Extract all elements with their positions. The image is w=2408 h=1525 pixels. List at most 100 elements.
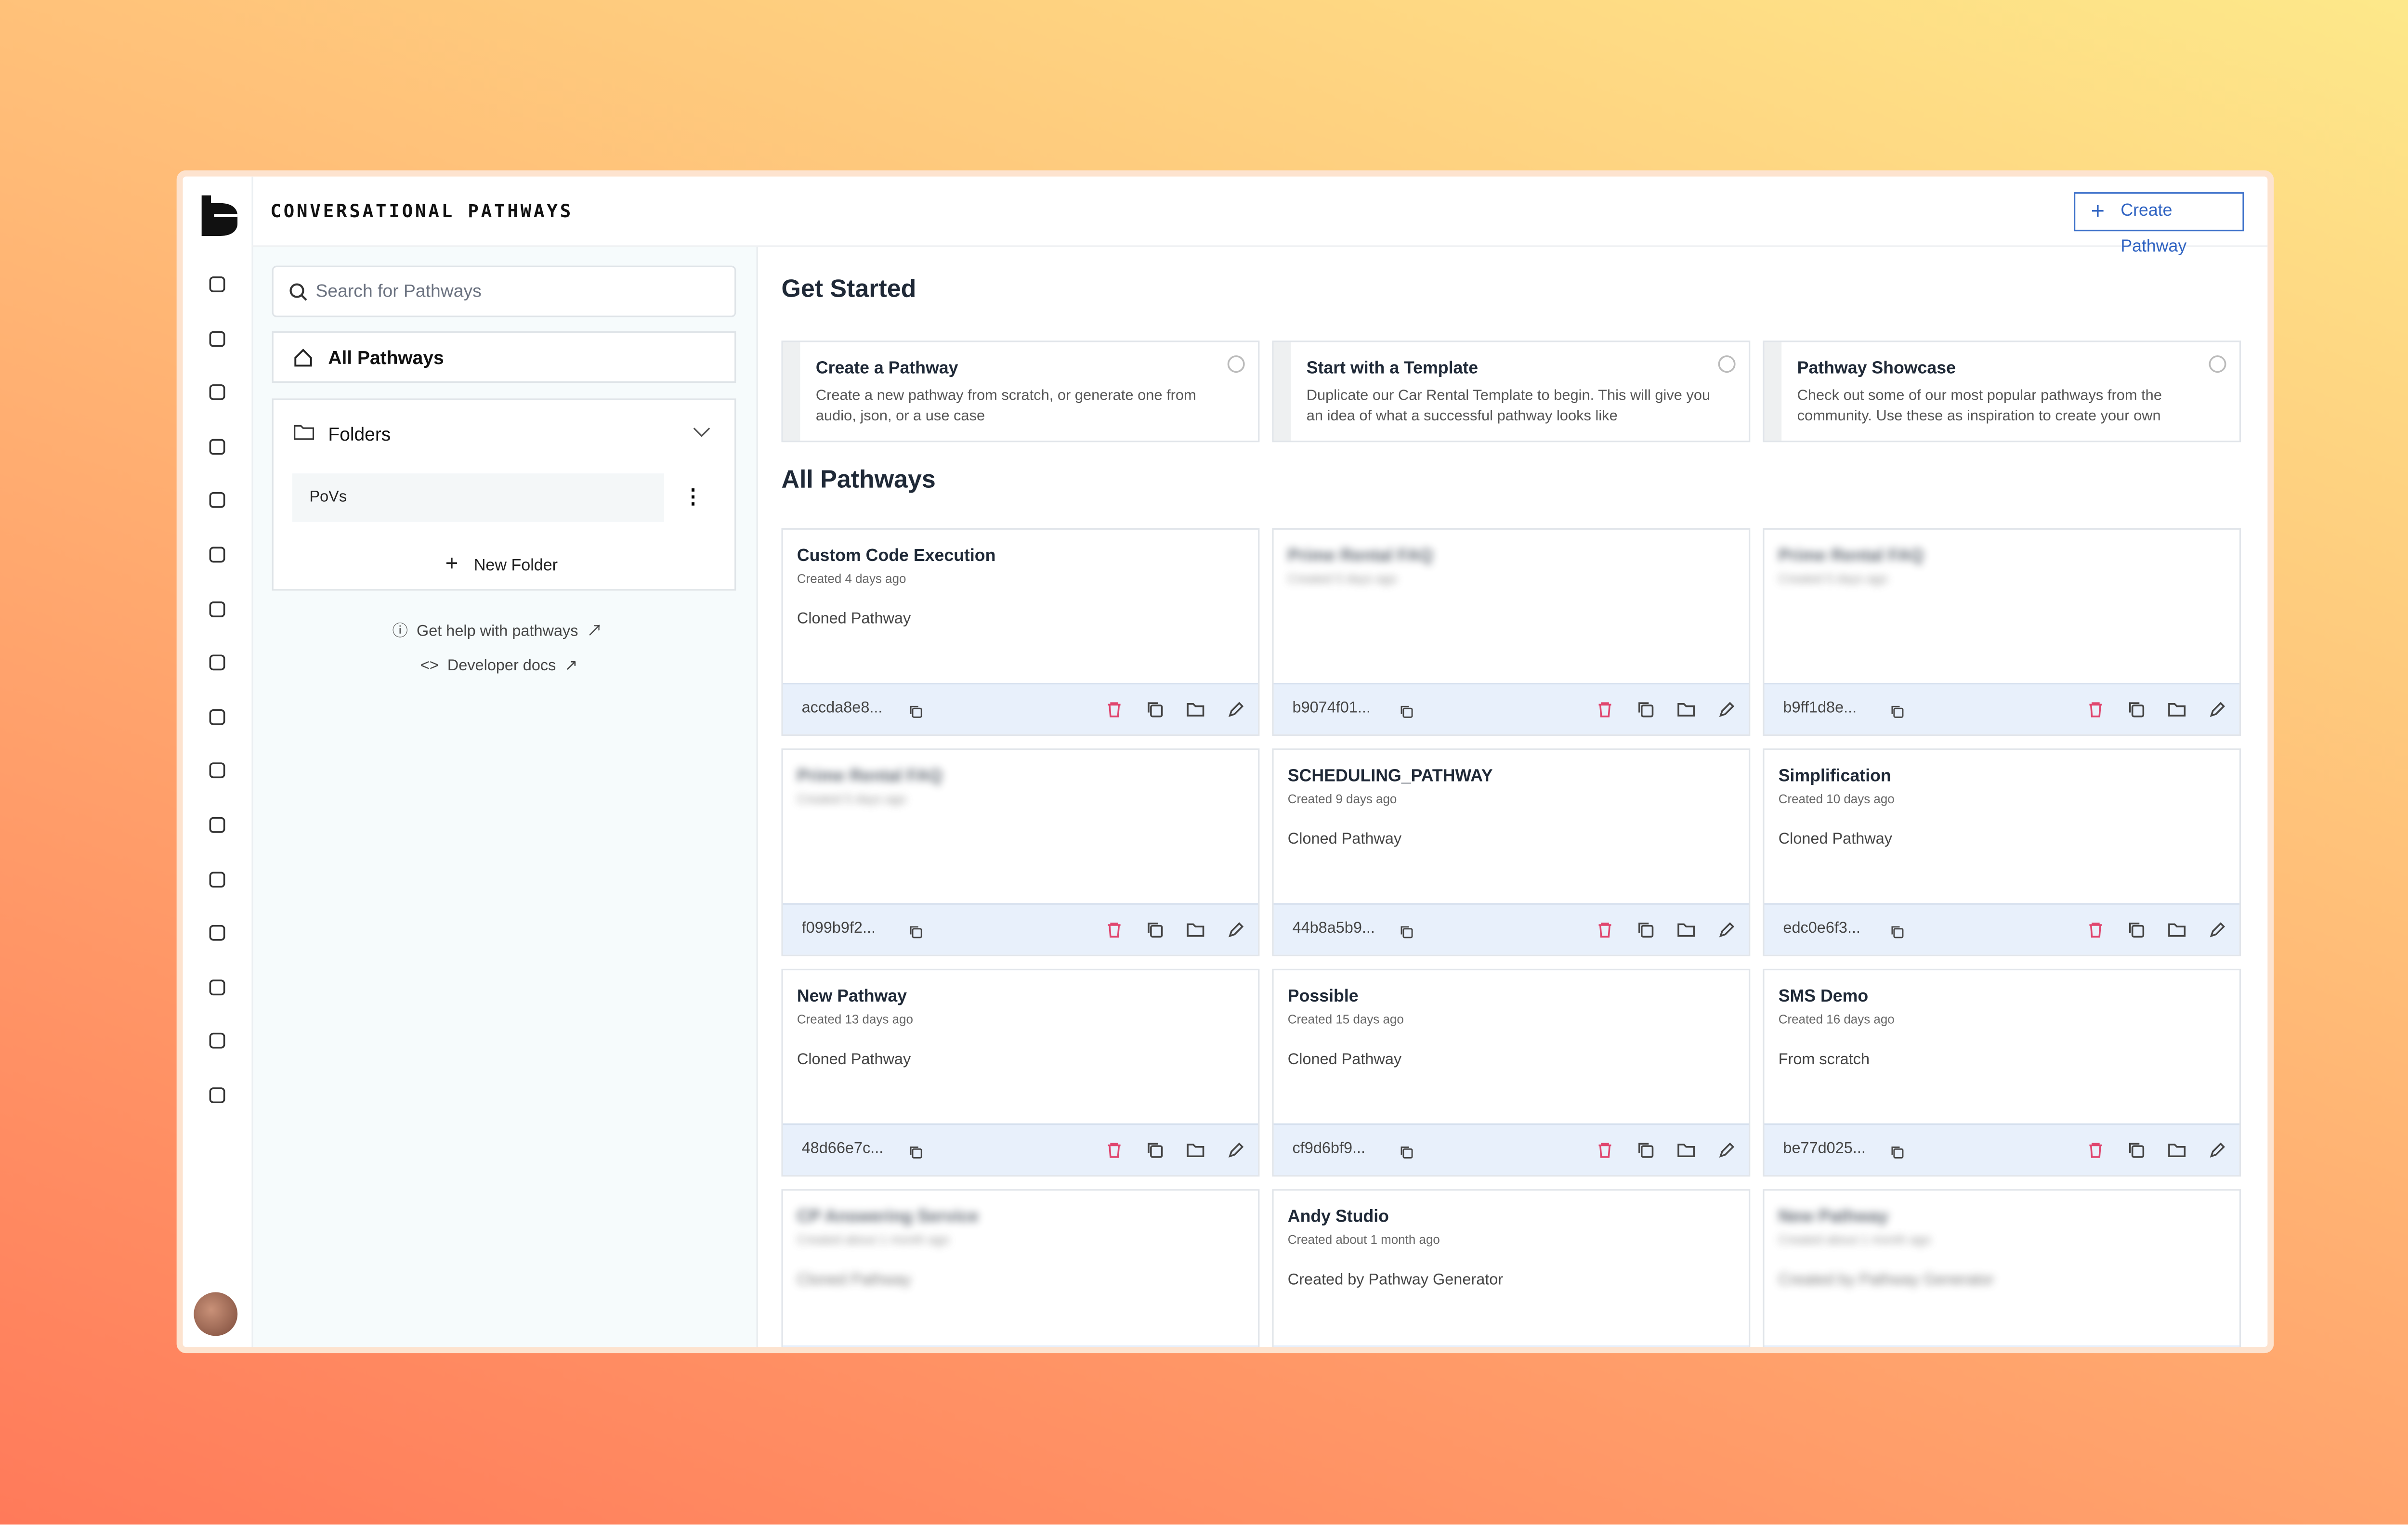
nav-icon[interactable] [208, 814, 227, 842]
nav-icon[interactable] [208, 760, 227, 788]
edit-button[interactable] [1227, 919, 1245, 947]
move-to-folder-button[interactable] [1186, 919, 1205, 947]
card-footer [783, 1345, 1258, 1347]
chevron[interactable] [692, 427, 711, 439]
copy-id-button[interactable] [1890, 1144, 1905, 1166]
duplicate-button[interactable] [1636, 698, 1655, 726]
copy-id-button-glyph [910, 705, 922, 718]
duplicate-button[interactable] [1146, 698, 1165, 726]
nav-icon[interactable] [208, 490, 227, 518]
pathway-id: b9074f01... [1292, 700, 1371, 717]
edit-button[interactable] [1717, 919, 1736, 947]
move-to-folder-button[interactable] [1677, 698, 1696, 726]
delete-button[interactable] [2086, 1139, 2105, 1167]
card-footer: 44b8a5b9... [1273, 903, 1749, 955]
duplicate-button[interactable] [1146, 1139, 1165, 1167]
delete-button[interactable] [1596, 1139, 1614, 1167]
pathway-card[interactable]: Andy Studio Created about 1 month ago Crea… [1272, 1189, 1751, 1347]
get-started-card[interactable]: Create a Pathway Create a new pathway fro… [781, 340, 1260, 443]
nav-icon[interactable] [208, 868, 227, 896]
copy-id-button[interactable] [1890, 703, 1905, 726]
all-pathways-nav[interactable]: All Pathways [272, 331, 736, 383]
duplicate-button[interactable] [2127, 919, 2146, 947]
pathway-name: Simplification [1778, 767, 1891, 786]
copy-id-button[interactable] [908, 1144, 923, 1166]
edit-button-glyph [2210, 1142, 2225, 1158]
folders-label: Folders [328, 423, 391, 445]
nav-icon[interactable] [208, 922, 227, 950]
new-folder-button[interactable]: + New Folder [445, 550, 558, 575]
pathway-card[interactable]: Prime Rental FAQ Created 5 days ago f099b9… [781, 748, 1260, 956]
pathway-card[interactable]: SCHEDULING_PATHWAY Created 9 days ago Clon… [1272, 748, 1751, 956]
nav-icon[interactable] [208, 706, 227, 734]
copy-id-button[interactable] [1399, 703, 1414, 726]
app-window: CONVERSATIONAL PATHWAYS + Create Pathway … [176, 170, 2274, 1354]
pathway-card[interactable]: Prime Rental FAQ Created 5 days ago b9ff1d… [1763, 528, 2241, 736]
folder-item[interactable]: PoVs [292, 473, 665, 522]
duplicate-button[interactable] [2127, 698, 2146, 726]
nav-icon[interactable] [208, 274, 227, 301]
delete-button[interactable] [1105, 1139, 1124, 1167]
edit-button[interactable] [1717, 698, 1736, 726]
copy-id-button[interactable] [908, 703, 923, 726]
nav-icon[interactable] [208, 327, 227, 355]
nav-icon[interactable] [208, 652, 227, 680]
search-box[interactable]: Search for Pathways [272, 265, 736, 317]
pathway-card[interactable]: CP Answering Service Created about 1 mont… [781, 1189, 1260, 1347]
duplicate-button[interactable] [1636, 1139, 1655, 1167]
duplicate-button[interactable] [1636, 919, 1655, 947]
get-started-card[interactable]: Pathway Showcase Check out some of our mo… [1763, 340, 2241, 443]
edit-button[interactable] [1227, 1139, 1245, 1167]
pathway-card[interactable]: New Pathway Created 13 days ago Cloned Pat… [781, 968, 1260, 1177]
delete-button[interactable] [1105, 698, 1124, 726]
edit-button[interactable] [2208, 698, 2227, 726]
move-to-folder-button[interactable] [1677, 919, 1696, 947]
nav-icon[interactable] [208, 598, 227, 626]
delete-button[interactable] [2086, 698, 2105, 726]
pathway-card[interactable]: Simplification Created 10 days ago Cloned … [1763, 748, 2241, 956]
duplicate-button[interactable] [1146, 919, 1165, 947]
pathway-card[interactable]: Possible Created 15 days ago Cloned Pathwa… [1272, 968, 1751, 1177]
move-to-folder-button[interactable] [2168, 1139, 2186, 1167]
delete-button[interactable] [1596, 919, 1614, 947]
move-to-folder-button[interactable] [1186, 1139, 1205, 1167]
nav-icon[interactable] [208, 544, 227, 572]
edit-button[interactable] [2208, 1139, 2227, 1167]
edit-button[interactable] [1717, 1139, 1736, 1167]
nav-icon[interactable] [208, 1084, 227, 1112]
help-link[interactable]: ⓘ Get help with pathways ↗ [392, 623, 602, 641]
pathway-card[interactable]: SMS Demo Created 16 days ago From scratch b… [1763, 968, 2241, 1177]
pathway-card[interactable]: New Pathway Created about 1 month ago Crea… [1763, 1189, 2241, 1347]
edit-button[interactable] [1227, 698, 1245, 726]
delete-button[interactable] [1105, 919, 1124, 947]
nav-icon[interactable] [208, 381, 227, 409]
section-title: Get Started [781, 276, 916, 303]
move-to-folder-button[interactable] [1186, 698, 1205, 726]
move-to-folder-button[interactable] [2168, 919, 2186, 947]
nav-icon[interactable] [208, 1030, 227, 1058]
avatar[interactable] [194, 1292, 238, 1336]
move-to-folder-button[interactable] [1677, 1139, 1696, 1167]
copy-id-button[interactable] [1399, 1144, 1414, 1166]
pathway-card[interactable]: Custom Code Execution Created 4 days ago C… [781, 528, 1260, 736]
folder-menu[interactable]: ⋮ [683, 484, 704, 508]
pathway-name: CP Answering Service [797, 1208, 979, 1227]
nav-icon[interactable] [208, 976, 227, 1004]
delete-button[interactable] [2086, 919, 2105, 947]
pathway-id: 44b8a5b9... [1292, 920, 1375, 938]
move-to-folder-button[interactable] [2168, 698, 2186, 726]
edit-button[interactable] [2208, 919, 2227, 947]
pathway-name: New Pathway [1778, 1208, 1888, 1227]
docs-link[interactable]: <> Developer docs ↗ [420, 658, 578, 675]
pathway-card[interactable]: Prime Rental FAQ Created 5 days ago b9074f… [1272, 528, 1751, 736]
delete-button[interactable] [1596, 698, 1614, 726]
copy-id-button[interactable] [1890, 923, 1905, 946]
copy-id-button[interactable] [1399, 923, 1414, 946]
copy-id-button[interactable] [908, 923, 923, 946]
create-pathway-button[interactable]: + Create Pathway [2073, 192, 2244, 256]
nav-icon-glyph [209, 547, 225, 563]
get-started-card[interactable]: Start with a Template Duplicate our Car R… [1272, 340, 1751, 443]
duplicate-button[interactable] [2127, 1139, 2146, 1167]
nav-icon[interactable] [208, 436, 227, 464]
